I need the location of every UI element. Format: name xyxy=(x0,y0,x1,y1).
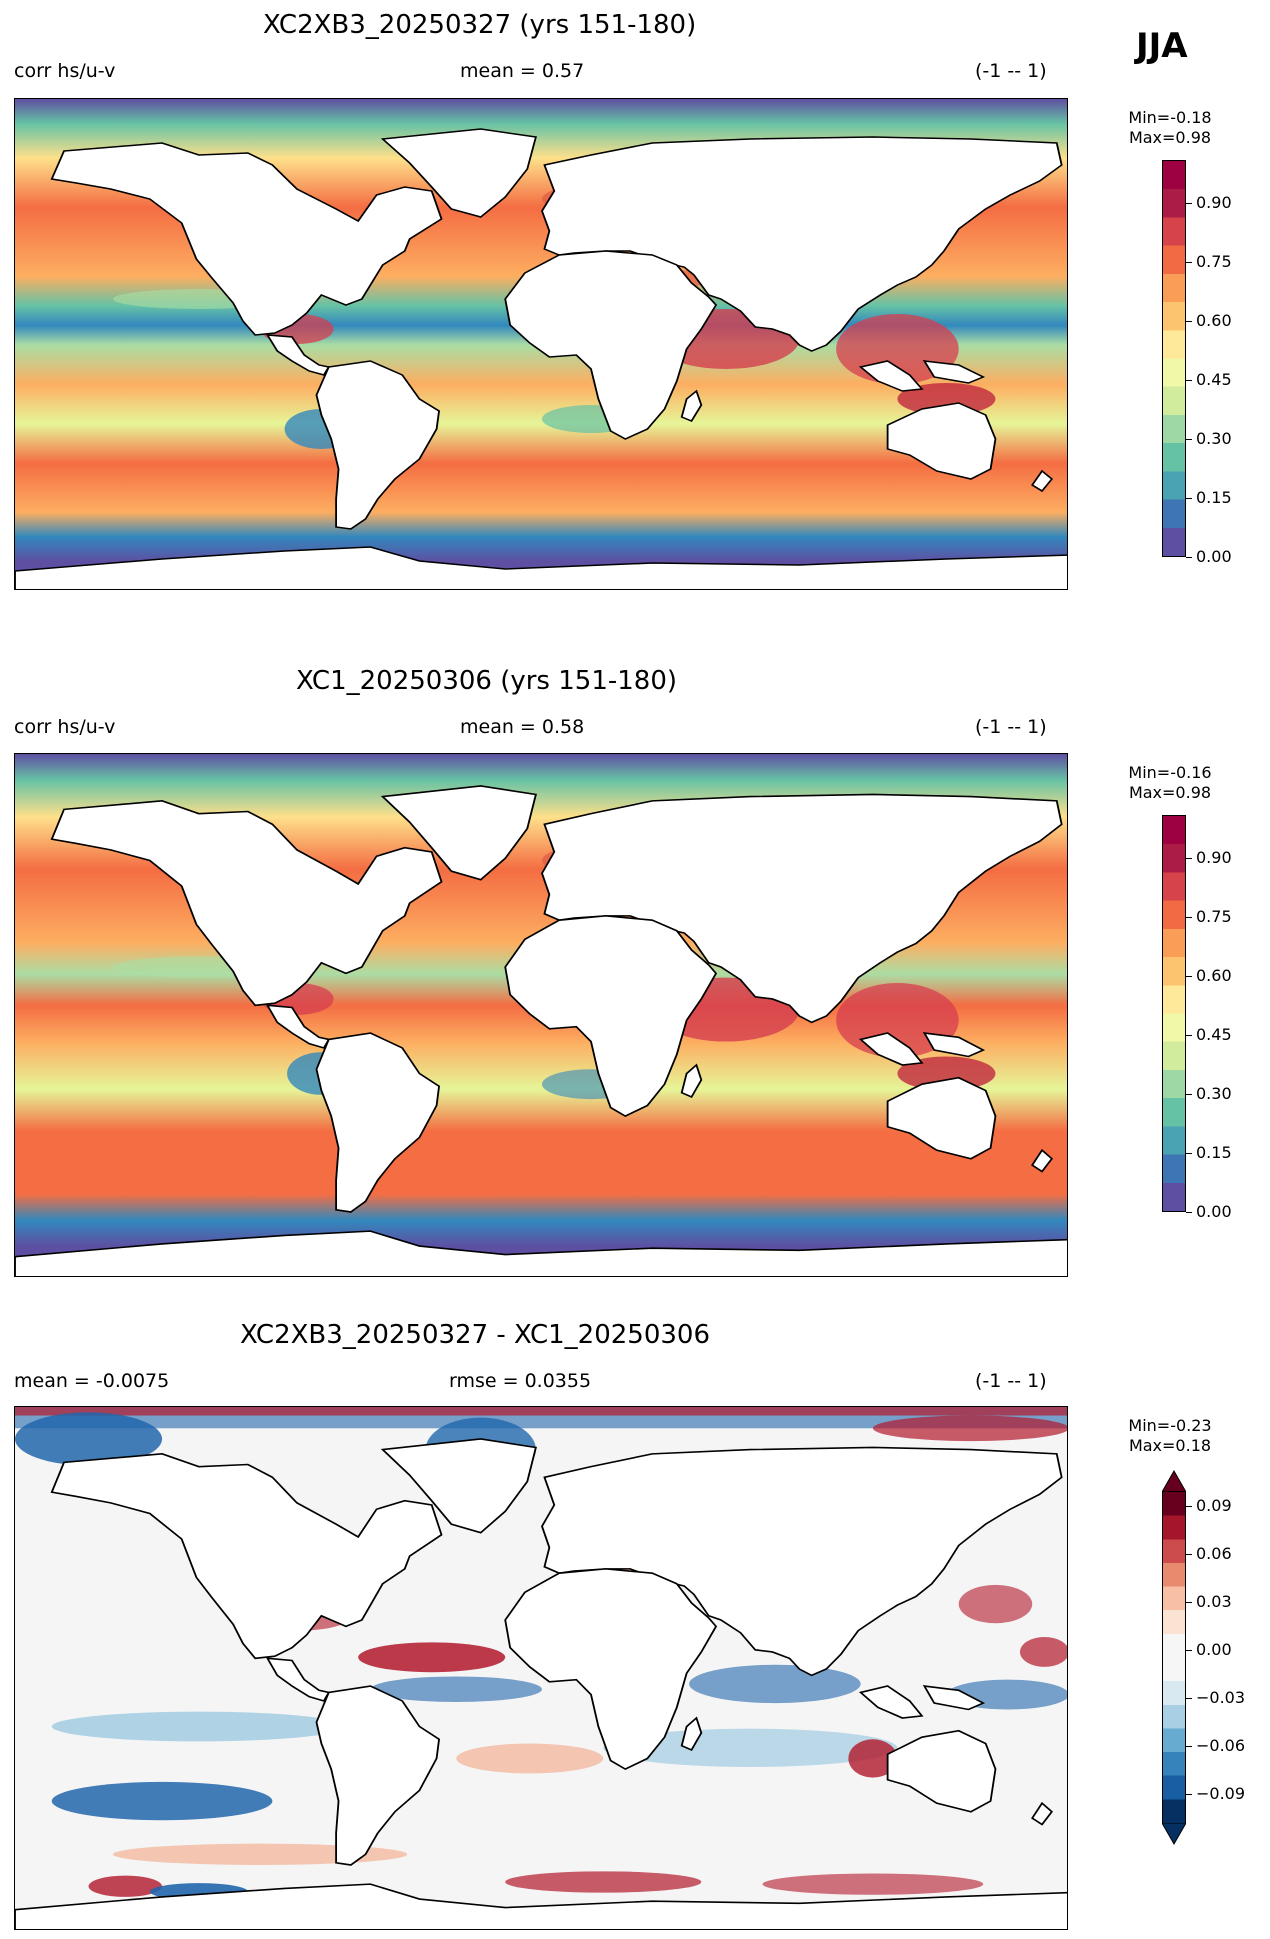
colorbar-tick-mark xyxy=(1186,1650,1192,1651)
panel-1-min-label: Min=-0.18 xyxy=(1128,108,1212,127)
colorbar-tick-label: −0.09 xyxy=(1196,1784,1246,1803)
panel-2-max-label: Max=0.98 xyxy=(1128,783,1212,802)
colorbar-tick-label: 0.06 xyxy=(1196,1544,1232,1563)
colorbar-tick-label: 0.00 xyxy=(1196,1202,1232,1221)
panel-1-max-label: Max=0.98 xyxy=(1128,128,1212,147)
colorbar-tick-label: 0.09 xyxy=(1196,1496,1232,1515)
colorbar-tick-label: 0.03 xyxy=(1196,1592,1232,1611)
colorbar-tick-label: 0.60 xyxy=(1196,311,1232,330)
colorbar-tick-label: 0.15 xyxy=(1196,1143,1232,1162)
colorbar-tick-label: 0.00 xyxy=(1196,1640,1232,1659)
panel-2-title: XC1_20250306 (yrs 151-180) xyxy=(296,666,678,696)
colorbar-tick-label: 0.30 xyxy=(1196,1084,1232,1103)
colorbar-tick-mark xyxy=(1186,439,1192,440)
colorbar-tick-mark xyxy=(1186,321,1192,322)
colorbar-tick-label: −0.06 xyxy=(1196,1736,1246,1755)
colorbar-tick-label: 0.45 xyxy=(1196,1025,1232,1044)
colorbar-tick-mark xyxy=(1186,1602,1192,1603)
panel-1-mean-label: mean = 0.57 xyxy=(460,60,585,82)
panel-2-min-label: Min=-0.16 xyxy=(1128,763,1212,782)
colorbar-tick-label: 0.00 xyxy=(1196,547,1232,566)
colorbar-tick-mark xyxy=(1186,917,1192,918)
panel-3-colorbar-upper-extend xyxy=(1162,1470,1186,1492)
colorbar-tick-mark xyxy=(1186,498,1192,499)
panel-3-max-label: Max=0.18 xyxy=(1128,1436,1212,1455)
colorbar-tick-mark xyxy=(1186,1794,1192,1795)
panel-2-map xyxy=(14,753,1068,1277)
colorbar-tick-mark xyxy=(1186,203,1192,204)
colorbar-tick-mark xyxy=(1186,262,1192,263)
colorbar-tick-mark xyxy=(1186,976,1192,977)
colorbar-tick-label: −0.03 xyxy=(1196,1688,1246,1707)
colorbar-tick-mark xyxy=(1186,1554,1192,1555)
colorbar-tick-label: 0.30 xyxy=(1196,429,1232,448)
panel-3-colorbar-lower-extend xyxy=(1162,1823,1186,1845)
panel-1-range-label: (-1 -- 1) xyxy=(975,60,1047,82)
panel-3-min-label: Min=-0.23 xyxy=(1128,1416,1212,1435)
colorbar-tick-mark xyxy=(1186,858,1192,859)
panel-2-mean-label: mean = 0.58 xyxy=(460,716,585,738)
panel-2-colorbar xyxy=(1162,815,1186,1212)
panel-3-range-label: (-1 -- 1) xyxy=(975,1370,1047,1392)
colorbar-tick-label: 0.60 xyxy=(1196,966,1232,985)
colorbar-tick-label: 0.75 xyxy=(1196,252,1232,271)
panel-3-title: XC2XB3_20250327 - XC1_20250306 xyxy=(240,1320,711,1350)
panel-2-range-label: (-1 -- 1) xyxy=(975,716,1047,738)
colorbar-tick-mark xyxy=(1186,1153,1192,1154)
colorbar-tick-mark xyxy=(1186,557,1192,558)
colorbar-tick-label: 0.90 xyxy=(1196,848,1232,867)
panel-1-map xyxy=(14,98,1068,590)
colorbar-tick-label: 0.75 xyxy=(1196,907,1232,926)
colorbar-tick-mark xyxy=(1186,1035,1192,1036)
colorbar-tick-label: 0.45 xyxy=(1196,370,1232,389)
panel-3-mean-label: mean = -0.0075 xyxy=(14,1370,170,1392)
panel-1-title: XC2XB3_20250327 (yrs 151-180) xyxy=(263,10,697,40)
panel-3-rmse-label: rmse = 0.0355 xyxy=(449,1370,592,1392)
colorbar-tick-mark xyxy=(1186,1698,1192,1699)
panel-1-variable-label: corr hs/u-v xyxy=(14,60,116,82)
panel-1-colorbar xyxy=(1162,160,1186,557)
panel-3-colorbar xyxy=(1162,1491,1186,1824)
colorbar-tick-mark xyxy=(1186,1212,1192,1213)
colorbar-tick-mark xyxy=(1186,1746,1192,1747)
colorbar-tick-mark xyxy=(1186,380,1192,381)
colorbar-tick-label: 0.15 xyxy=(1196,488,1232,507)
panel-3-map xyxy=(14,1406,1068,1930)
panel-2-variable-label: corr hs/u-v xyxy=(14,716,116,738)
colorbar-tick-mark xyxy=(1186,1506,1192,1507)
colorbar-tick-label: 0.90 xyxy=(1196,193,1232,212)
season-label: JJA xyxy=(1136,26,1188,66)
colorbar-tick-mark xyxy=(1186,1094,1192,1095)
